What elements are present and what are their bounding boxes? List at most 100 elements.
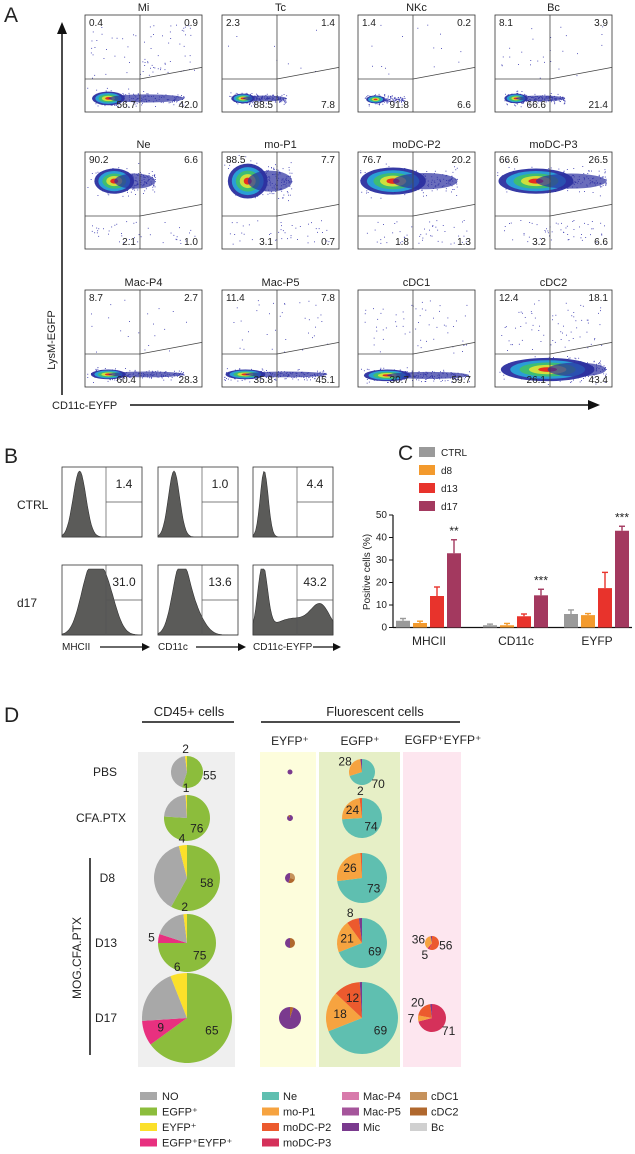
density-cloud bbox=[361, 300, 470, 384]
pie-label: 65 bbox=[205, 1024, 219, 1038]
quadrant-value: 76.7 bbox=[362, 155, 382, 166]
gate-line bbox=[549, 66, 613, 80]
pie-label: 7 bbox=[408, 1012, 415, 1026]
bar-ctrl-cd11c bbox=[483, 625, 497, 628]
pie-slice-modc-p2 bbox=[429, 936, 439, 950]
plot-title: Mac-P4 bbox=[125, 277, 163, 289]
egfp-pie: 69 18 12 bbox=[326, 982, 399, 1055]
pie-slice-ne bbox=[338, 918, 387, 968]
quadrant-value: 66.6 bbox=[499, 155, 519, 166]
pie-slice-egfp bbox=[150, 973, 233, 1063]
legend-swatch bbox=[410, 1092, 427, 1100]
row-label: D17 bbox=[95, 1011, 117, 1025]
pie-label: 75 bbox=[193, 949, 207, 963]
positive-percent: 4.4 bbox=[307, 477, 324, 491]
quadrant-value: 8.7 bbox=[89, 293, 103, 304]
quadrant-value: 8.1 bbox=[499, 18, 513, 29]
gate-line bbox=[549, 341, 613, 355]
legend-label: EGFP⁺ bbox=[162, 1107, 198, 1119]
pie-label: 2 bbox=[357, 784, 364, 798]
panel-d-pie-charts: CD45+ cells Fluorescent cells EYFP⁺ EGFP⁺ EG… bbox=[70, 704, 481, 1150]
arrow-head-icon bbox=[57, 22, 67, 34]
density-cloud bbox=[501, 26, 604, 108]
histogram-fill bbox=[61, 568, 143, 636]
legend-label: d17 bbox=[441, 502, 458, 513]
pie-slice-mic bbox=[287, 769, 293, 775]
plot-title: Mi bbox=[138, 2, 150, 14]
bar-d13-cd11c bbox=[517, 616, 531, 628]
pie-label: 69 bbox=[368, 945, 382, 959]
flow-plot-nkc: NKc 1.4 0.2 91.8 6.6 bbox=[357, 2, 476, 113]
gate-line bbox=[276, 203, 340, 217]
flow-plot-modc-p2: moDC-P2 76.7 20.2 1.8 1.3 bbox=[357, 139, 476, 250]
pie-slice-ne bbox=[337, 853, 387, 904]
pie-label: 6 bbox=[174, 960, 181, 974]
pie-label: 12 bbox=[346, 991, 360, 1005]
pie-label: 69 bbox=[374, 1024, 388, 1038]
pie-slice-no bbox=[159, 914, 187, 943]
gate-line bbox=[412, 341, 476, 355]
pie-slice-no bbox=[141, 976, 187, 1021]
quadrant-value: 7.7 bbox=[321, 155, 335, 166]
bar-ctrl-eyfp bbox=[564, 614, 578, 628]
pie-slice-modc-p2 bbox=[418, 1004, 432, 1018]
quadrant-value: 1.3 bbox=[457, 237, 471, 248]
group-label: MOG.CFA.PTX bbox=[70, 917, 84, 999]
cd45-pie: 55 2 bbox=[170, 742, 217, 788]
eyfp-pie bbox=[286, 815, 293, 822]
positive-percent: 43.2 bbox=[303, 575, 327, 589]
legend-swatch bbox=[262, 1092, 279, 1100]
legend-label: moDC-P2 bbox=[283, 1122, 331, 1134]
pie-slice-mic bbox=[360, 759, 362, 772]
density-cloud bbox=[87, 163, 196, 244]
bar-d8-cd11c bbox=[500, 625, 514, 628]
pie-slice-cdc2 bbox=[290, 1007, 294, 1018]
pie-label: 1 bbox=[183, 781, 190, 795]
bar-d8-eyfp bbox=[581, 615, 595, 628]
positive-percent: 31.0 bbox=[112, 575, 136, 589]
pie-slice-modc-p2 bbox=[335, 982, 362, 1018]
legend-label: Mac-P4 bbox=[363, 1091, 401, 1103]
quadrant-value: 2.7 bbox=[184, 293, 198, 304]
gate-line bbox=[412, 66, 476, 80]
quadrant-value: 1.0 bbox=[184, 237, 198, 248]
cd45-pie: 58 4 bbox=[154, 831, 221, 912]
pie-label: 28 bbox=[338, 754, 352, 768]
legend-label: CTRL bbox=[441, 448, 468, 459]
pie-slice-modc-p2 bbox=[360, 853, 362, 878]
pie-label: 18 bbox=[333, 1007, 347, 1021]
panel-label-b: B bbox=[4, 445, 18, 468]
quadrant-value: 88.5 bbox=[254, 100, 274, 111]
quadrant-value: 26.5 bbox=[589, 155, 609, 166]
histogram-fill bbox=[157, 568, 238, 636]
eyfp-pie bbox=[285, 938, 295, 948]
panel-b-histograms: CTRL 1.4 1.0 4.4 d17 31.0 13.6 43.2 MHCII CD11c CD… bbox=[17, 466, 341, 653]
quadrant-value: 6.6 bbox=[184, 155, 198, 166]
arrow-head-icon bbox=[333, 643, 341, 651]
pie-label: 20 bbox=[411, 996, 425, 1010]
quadrant-value: 59.7 bbox=[452, 375, 472, 386]
histogram-d17-1: 13.6 bbox=[157, 564, 239, 636]
legend-swatch bbox=[410, 1107, 427, 1116]
panel-label-d: D bbox=[4, 704, 19, 727]
flow-plot-mo-p1: mo-P1 88.5 7.7 3.1 0.7 bbox=[221, 139, 340, 250]
legend-swatch bbox=[262, 1138, 279, 1147]
density-cloud bbox=[364, 24, 462, 107]
quadrant-value: 1.4 bbox=[321, 18, 335, 29]
pie-label: 2 bbox=[182, 742, 189, 756]
legend-label: moDC-P3 bbox=[283, 1138, 331, 1150]
density-cloud bbox=[499, 300, 607, 385]
legend-swatch bbox=[140, 1107, 157, 1116]
egfp-subheader: EGFP⁺ bbox=[340, 734, 379, 748]
pie-slice-eyfp bbox=[185, 795, 187, 818]
quadrant-value: 0.4 bbox=[89, 18, 103, 29]
histogram-ctrl-0: 1.4 bbox=[61, 466, 143, 538]
x-tick-label: MHCII bbox=[412, 634, 446, 648]
plot-title: mo-P1 bbox=[264, 139, 296, 151]
pie-slice-mic bbox=[359, 982, 362, 1018]
pie-slice-mo-p1 bbox=[349, 759, 362, 777]
quadrant-value: 7.8 bbox=[321, 293, 335, 304]
flow-plot-cdc2: cDC2 12.4 18.1 26.1 43.4 bbox=[494, 277, 613, 388]
plot-title: Mac-P5 bbox=[262, 277, 300, 289]
quadrant-value: 30.7 bbox=[390, 375, 410, 386]
